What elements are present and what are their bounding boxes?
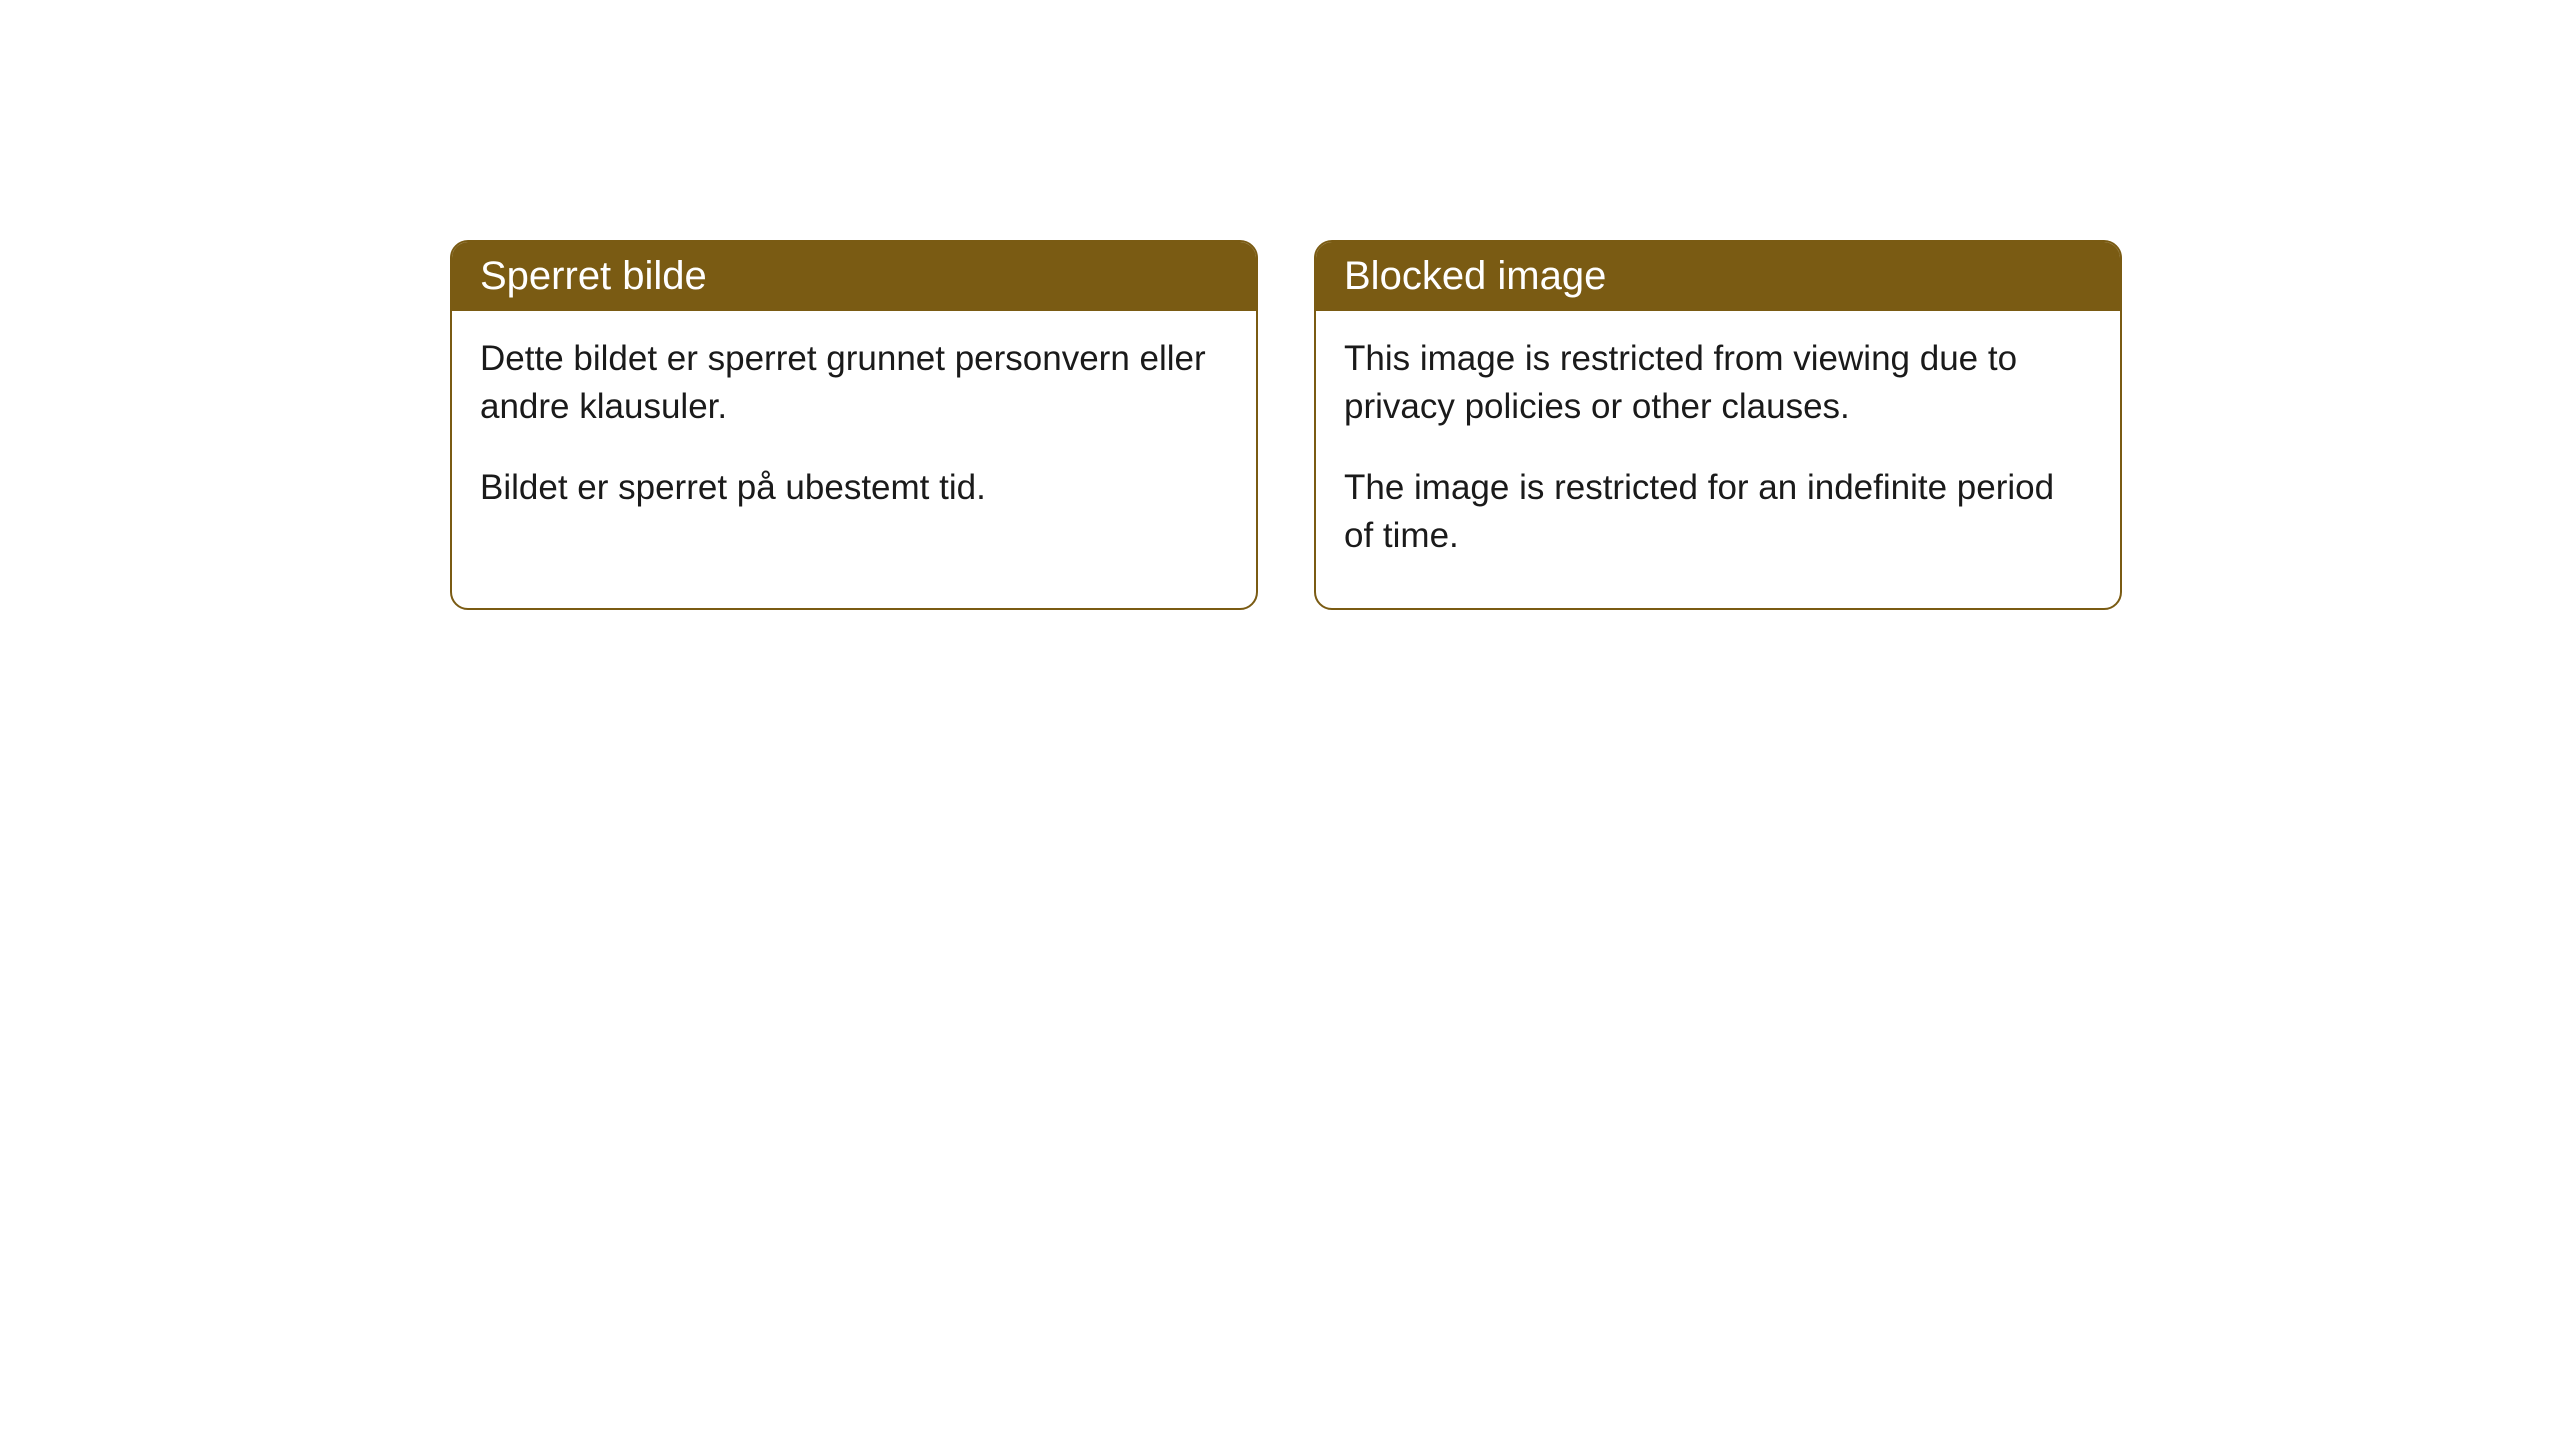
card-paragraph-1-english: This image is restricted from viewing du… (1344, 335, 2092, 432)
card-paragraph-2-norwegian: Bildet er sperret på ubestemt tid. (480, 464, 1228, 512)
card-english: Blocked image This image is restricted f… (1314, 240, 2122, 610)
card-header-english: Blocked image (1316, 242, 2120, 311)
card-title-english: Blocked image (1344, 254, 1606, 298)
card-title-norwegian: Sperret bilde (480, 254, 707, 298)
card-paragraph-2-english: The image is restricted for an indefinit… (1344, 464, 2092, 561)
cards-container: Sperret bilde Dette bildet er sperret gr… (450, 240, 2560, 610)
card-body-english: This image is restricted from viewing du… (1316, 311, 2120, 608)
card-body-norwegian: Dette bildet er sperret grunnet personve… (452, 311, 1256, 560)
card-header-norwegian: Sperret bilde (452, 242, 1256, 311)
card-paragraph-1-norwegian: Dette bildet er sperret grunnet personve… (480, 335, 1228, 432)
card-norwegian: Sperret bilde Dette bildet er sperret gr… (450, 240, 1258, 610)
